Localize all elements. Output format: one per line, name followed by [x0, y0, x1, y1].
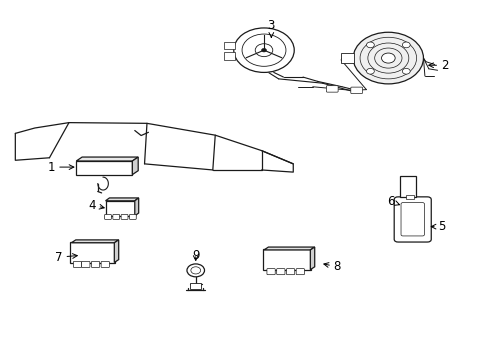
Circle shape: [186, 264, 204, 277]
FancyBboxPatch shape: [326, 86, 337, 92]
Polygon shape: [105, 198, 139, 201]
Polygon shape: [132, 157, 138, 175]
Circle shape: [402, 42, 409, 48]
FancyBboxPatch shape: [296, 269, 304, 275]
FancyBboxPatch shape: [81, 261, 90, 267]
FancyBboxPatch shape: [70, 242, 115, 263]
FancyBboxPatch shape: [223, 52, 235, 59]
FancyBboxPatch shape: [129, 215, 136, 220]
Text: 1: 1: [48, 161, 74, 174]
Text: 6: 6: [386, 195, 399, 208]
Text: 8: 8: [323, 260, 340, 273]
Circle shape: [255, 44, 272, 57]
FancyBboxPatch shape: [400, 203, 424, 236]
Polygon shape: [76, 157, 138, 161]
FancyBboxPatch shape: [340, 53, 353, 63]
Polygon shape: [114, 240, 119, 262]
Text: 3: 3: [267, 19, 274, 37]
Circle shape: [261, 48, 266, 52]
Circle shape: [366, 42, 373, 48]
FancyBboxPatch shape: [73, 261, 81, 267]
Text: 7: 7: [55, 251, 77, 264]
FancyBboxPatch shape: [104, 215, 111, 220]
FancyBboxPatch shape: [76, 161, 132, 175]
FancyBboxPatch shape: [105, 201, 135, 216]
Circle shape: [381, 53, 394, 63]
FancyBboxPatch shape: [399, 176, 415, 197]
FancyBboxPatch shape: [101, 261, 109, 267]
FancyBboxPatch shape: [113, 215, 120, 220]
FancyBboxPatch shape: [190, 283, 201, 289]
FancyBboxPatch shape: [263, 249, 311, 270]
FancyBboxPatch shape: [350, 87, 362, 94]
FancyBboxPatch shape: [276, 269, 285, 275]
Polygon shape: [135, 198, 139, 216]
FancyBboxPatch shape: [405, 195, 413, 199]
Text: 5: 5: [430, 220, 445, 233]
FancyBboxPatch shape: [393, 197, 430, 242]
Circle shape: [352, 32, 423, 84]
FancyBboxPatch shape: [223, 41, 235, 49]
FancyBboxPatch shape: [286, 269, 294, 275]
Polygon shape: [310, 247, 314, 270]
Text: 4: 4: [88, 199, 104, 212]
FancyBboxPatch shape: [266, 269, 275, 275]
Circle shape: [366, 68, 373, 74]
Text: 2: 2: [428, 59, 447, 72]
Text: 9: 9: [192, 249, 199, 262]
Polygon shape: [264, 247, 314, 250]
Circle shape: [402, 68, 409, 74]
FancyBboxPatch shape: [121, 215, 128, 220]
Polygon shape: [71, 240, 119, 243]
FancyBboxPatch shape: [91, 261, 100, 267]
